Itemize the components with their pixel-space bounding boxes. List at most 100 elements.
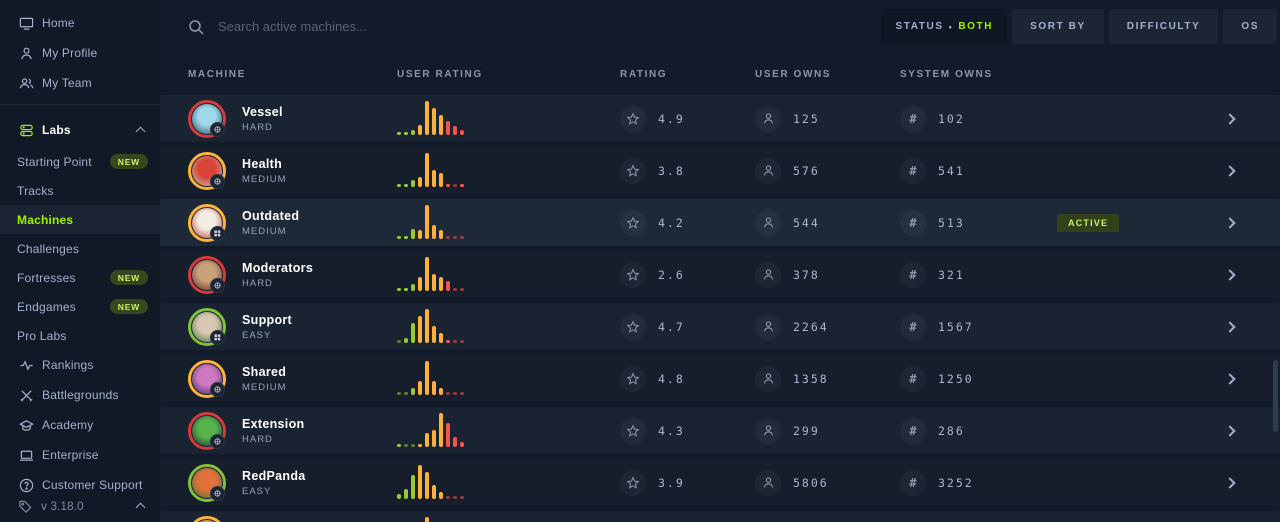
chevron-right-icon[interactable]	[1224, 372, 1236, 385]
chevron-right-icon[interactable]	[1224, 476, 1236, 489]
linux-os-icon	[210, 121, 225, 137]
rating-value: 4.7	[658, 319, 685, 334]
star-icon	[620, 209, 646, 236]
filter-status-value: BOTH	[958, 21, 994, 32]
machine-avatar	[188, 255, 226, 294]
table-header-row: MACHINE USER RATING RATING USER OWNS SYS…	[160, 53, 1280, 95]
filter-button-sort-by[interactable]: SORT BY	[1012, 9, 1104, 44]
search-input[interactable]	[218, 19, 518, 34]
machine-row[interactable]: Moderators HARD 2.6 378 # 321	[160, 251, 1280, 298]
machine-difficulty: MEDIUM	[242, 381, 287, 393]
status-badge: ACTIVE	[1057, 213, 1120, 232]
machine-row[interactable]: RedPanda EASY 3.9 5806 # 3252	[160, 459, 1280, 506]
user-owns-value: 576	[793, 163, 820, 178]
machine-difficulty: MEDIUM	[242, 225, 287, 237]
new-badge: NEW	[109, 299, 148, 314]
sidebar-item-pro-labs[interactable]: Pro Labs	[17, 328, 67, 343]
star-icon	[620, 157, 646, 184]
machine-name: Extension	[242, 416, 305, 431]
user-owns-icon	[755, 105, 781, 132]
machine-avatar	[188, 463, 226, 502]
chevron-up-icon	[135, 126, 146, 137]
sidebar-item-endgames[interactable]: Endgames NEW	[0, 292, 160, 321]
filter-button-status[interactable]: STATUS • BOTH	[881, 9, 1008, 44]
linux-os-icon	[210, 433, 225, 449]
system-owns-value: 1250	[938, 371, 974, 386]
sidebar-item-home[interactable]: Home	[0, 8, 160, 38]
sidebar-item-labs[interactable]: Labs	[0, 113, 160, 147]
star-icon	[620, 313, 646, 340]
user-rating-histogram	[397, 517, 464, 522]
machine-name: Vessel	[242, 104, 283, 119]
system-owns-value: 1567	[938, 319, 974, 334]
machine-row[interactable]: Support EASY 4.7 2264 # 1567	[160, 303, 1280, 350]
sidebar-version[interactable]: v 3.18.0	[0, 490, 160, 522]
hash-icon: #	[900, 365, 926, 392]
rating-value: 4.3	[658, 423, 685, 438]
sidebar-item-rankings[interactable]: Rankings	[0, 350, 160, 380]
user-owns-value: 1358	[793, 371, 829, 386]
sidebar-item-starting-point[interactable]: Starting Point NEW	[0, 147, 160, 176]
new-badge: NEW	[109, 270, 148, 285]
tag-icon	[18, 499, 33, 514]
machine-row[interactable]: Health MEDIUM 3.8 576 # 541	[160, 147, 1280, 194]
sidebar-item-academy[interactable]: Academy	[0, 410, 160, 440]
chevron-right-icon[interactable]	[1224, 268, 1236, 281]
chevron-right-icon[interactable]	[1224, 424, 1236, 437]
sidebar-item-battlegrounds[interactable]: Battlegrounds	[0, 380, 160, 410]
windows-os-icon	[210, 329, 225, 345]
filter-buttons: STATUS • BOTH SORT BY DIFFICULTY OS	[881, 9, 1280, 44]
machine-name: Outdated	[242, 208, 300, 223]
rating-value: 4.8	[658, 371, 685, 386]
scrollbar-thumb[interactable]	[1273, 360, 1278, 432]
sidebar-item-challenges[interactable]: Challenges	[17, 241, 80, 256]
linux-os-icon	[210, 381, 225, 397]
chevron-right-icon[interactable]	[1224, 320, 1236, 333]
user-rating-histogram	[397, 309, 464, 343]
rankings-icon	[18, 357, 34, 373]
sidebar-item-tracks[interactable]: Tracks	[17, 183, 54, 198]
machine-avatar	[188, 359, 226, 398]
user-owns-icon	[755, 261, 781, 288]
labs-icon	[18, 122, 34, 138]
new-badge: NEW	[109, 154, 148, 169]
user-owns-value: 125	[793, 111, 820, 126]
star-icon	[620, 417, 646, 444]
filter-button-os[interactable]: OS	[1223, 9, 1277, 44]
star-icon	[620, 469, 646, 496]
machine-name: Support	[242, 312, 293, 327]
filter-button-difficulty[interactable]: DIFFICULTY	[1108, 9, 1219, 44]
machine-avatar	[188, 411, 226, 450]
machine-difficulty: HARD	[242, 277, 273, 289]
chevron-right-icon[interactable]	[1224, 164, 1236, 177]
enterprise-icon	[18, 447, 34, 463]
system-owns-value: 3252	[938, 475, 974, 490]
user-rating-histogram	[397, 205, 464, 239]
sidebar-item-my-team[interactable]: My Team	[0, 68, 160, 98]
machine-difficulty: MEDIUM	[242, 173, 287, 185]
windows-os-icon	[210, 225, 225, 241]
sidebar-divider	[0, 104, 160, 105]
machine-row[interactable]: Outdated MEDIUM 4.2 544 # 513 ACTIVE	[160, 199, 1280, 246]
header-rating: RATING	[620, 68, 668, 80]
machine-row[interactable]: MEDIUM #	[160, 511, 1280, 522]
machine-difficulty: HARD	[242, 433, 273, 445]
system-owns-value: 513	[938, 215, 965, 230]
sidebar-item-fortresses[interactable]: Fortresses NEW	[0, 263, 160, 292]
machine-row[interactable]: Vessel HARD 4.9 125 # 102	[160, 95, 1280, 142]
system-owns-value: 102	[938, 111, 965, 126]
chevron-right-icon[interactable]	[1224, 112, 1236, 125]
linux-os-icon	[210, 277, 225, 293]
sidebar-item-my-profile[interactable]: My Profile	[0, 38, 160, 68]
sidebar-item-enterprise[interactable]: Enterprise	[0, 440, 160, 470]
sidebar-item-machines[interactable]: Machines	[0, 205, 160, 234]
chevron-right-icon[interactable]	[1224, 216, 1236, 229]
user-owns-icon	[755, 469, 781, 496]
search-bar[interactable]	[160, 19, 881, 35]
machine-row[interactable]: Shared MEDIUM 4.8 1358 # 1250	[160, 355, 1280, 402]
machine-name: Moderators	[242, 260, 314, 275]
machine-difficulty: EASY	[242, 329, 272, 341]
machine-row[interactable]: Extension HARD 4.3 299 # 286	[160, 407, 1280, 454]
sidebar-item-customer-support[interactable]: Customer Support	[0, 470, 160, 500]
